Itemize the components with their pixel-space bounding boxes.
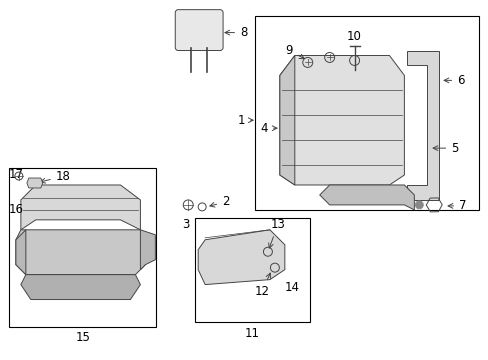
Text: 13: 13	[268, 218, 285, 248]
Text: 15: 15	[75, 332, 90, 345]
Bar	[254, 15, 478, 210]
Text: 10: 10	[346, 30, 361, 42]
Text: 11: 11	[244, 328, 259, 341]
FancyBboxPatch shape	[175, 10, 223, 50]
Polygon shape	[319, 185, 413, 210]
Text: 4: 4	[260, 122, 276, 135]
Polygon shape	[279, 55, 294, 185]
Polygon shape	[198, 230, 285, 285]
Text: 3: 3	[182, 218, 189, 231]
Text: 1: 1	[237, 114, 253, 127]
Text: 7: 7	[447, 199, 466, 212]
Text: 18: 18	[41, 170, 70, 183]
Text: 8: 8	[224, 26, 247, 39]
Text: 6: 6	[443, 74, 464, 87]
Text: 17: 17	[9, 167, 24, 180]
Polygon shape	[27, 178, 42, 188]
Polygon shape	[407, 50, 438, 200]
Polygon shape	[279, 55, 404, 185]
Text: 2: 2	[209, 195, 229, 208]
Polygon shape	[16, 230, 145, 275]
Circle shape	[414, 201, 423, 209]
Polygon shape	[16, 230, 26, 275]
Bar	[9, 168, 156, 328]
Bar	[195, 218, 309, 323]
Polygon shape	[21, 185, 140, 230]
Text: 14: 14	[285, 281, 299, 294]
Text: 9: 9	[285, 44, 304, 59]
Polygon shape	[21, 275, 140, 300]
Polygon shape	[140, 230, 155, 270]
Text: 12: 12	[254, 273, 270, 298]
Text: 16: 16	[9, 203, 24, 216]
Text: 5: 5	[432, 141, 458, 155]
